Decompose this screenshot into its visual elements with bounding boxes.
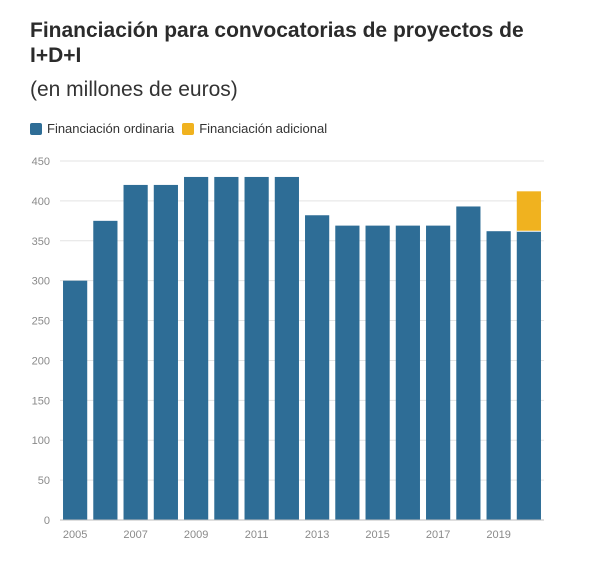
x-tick-label: 2011 <box>245 529 269 541</box>
x-tick-label: 2019 <box>486 529 510 541</box>
x-tick-label: 2007 <box>123 529 147 541</box>
chart-title: Financiación para convocatorias de proye… <box>30 19 524 67</box>
bar-ordinaria <box>274 176 299 520</box>
y-tick-label: 200 <box>32 355 50 367</box>
bar-ordinaria <box>93 220 118 521</box>
y-tick-label: 400 <box>32 196 50 208</box>
bar-ordinaria <box>335 225 360 520</box>
legend-item-adicional: Financiación adicional <box>182 121 327 136</box>
bar-ordinaria <box>123 184 148 520</box>
y-tick-label: 0 <box>44 515 50 527</box>
bar-ordinaria <box>305 215 330 520</box>
x-tick-label: 2009 <box>184 529 208 541</box>
x-tick-label: 2005 <box>63 529 87 541</box>
legend-item-ordinaria: Financiación ordinaria <box>30 121 174 136</box>
legend-swatch-ordinaria <box>30 122 42 135</box>
y-tick-label: 50 <box>38 475 50 487</box>
y-tick-label: 350 <box>32 236 50 248</box>
legend-swatch-adicional <box>182 122 195 135</box>
chart-legend: Financiación ordinaria Financiación adic… <box>30 121 335 136</box>
bar-ordinaria <box>244 176 269 520</box>
bar-ordinaria <box>426 225 451 520</box>
y-tick-label: 450 <box>32 156 50 168</box>
bar-ordinaria <box>456 206 481 520</box>
bar-ordinaria <box>365 225 390 520</box>
bar-adicional <box>516 191 541 232</box>
y-tick-label: 250 <box>32 316 50 328</box>
y-tick-label: 300 <box>32 276 50 288</box>
y-tick-label: 150 <box>32 395 50 407</box>
bar-ordinaria <box>153 184 178 520</box>
chart-subtitle: (en millones de euros) <box>30 78 238 101</box>
x-tick-label: 2017 <box>426 529 450 541</box>
bar-ordinaria <box>63 280 88 520</box>
legend-label-adicional: Financiación adicional <box>199 121 328 136</box>
legend-label-ordinaria: Financiación ordinaria <box>47 121 175 136</box>
bar-ordinaria <box>395 225 420 520</box>
x-tick-label: 2015 <box>365 529 389 541</box>
bar-ordinaria <box>486 231 511 520</box>
bar-ordinaria <box>184 176 209 520</box>
x-tick-label: 2013 <box>305 529 329 541</box>
y-tick-label: 100 <box>32 435 50 447</box>
bar-ordinaria <box>214 176 239 520</box>
bar-ordinaria <box>516 231 541 520</box>
